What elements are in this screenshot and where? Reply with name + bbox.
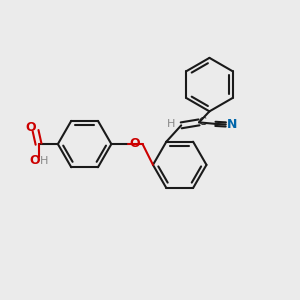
- Text: C: C: [199, 117, 206, 127]
- Text: O: O: [30, 154, 40, 167]
- Text: H: H: [167, 119, 175, 129]
- Text: O: O: [26, 121, 36, 134]
- Text: H: H: [40, 156, 48, 166]
- Text: N: N: [226, 118, 237, 131]
- Text: O: O: [130, 137, 140, 150]
